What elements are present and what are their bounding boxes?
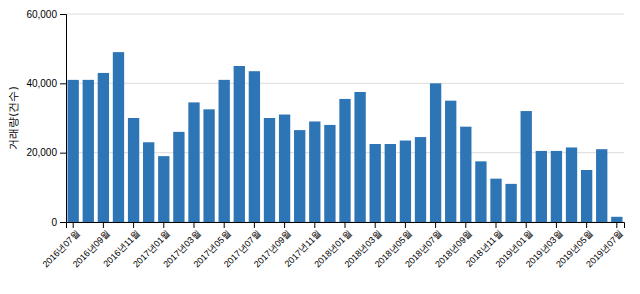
y-axis-line: [60, 15, 67, 223]
bar: [581, 170, 592, 222]
bar: [460, 127, 471, 222]
y-tick: 20,000: [26, 147, 66, 158]
y-tick: 0: [51, 217, 66, 228]
x-tick-label: 2019년07월: [584, 228, 625, 269]
chart-svg: 2016년07월2016년09월2016년11월2017년01월2017년03월…: [0, 0, 640, 294]
x-tick-mark: [284, 222, 285, 228]
y-tick: 60,000: [26, 9, 66, 20]
bar: [158, 156, 169, 222]
bar: [490, 179, 501, 222]
bar: [264, 118, 275, 222]
bar: [521, 111, 532, 222]
x-tick-mark: [103, 222, 104, 228]
x-tick-mark: [556, 222, 557, 228]
bar: [430, 83, 441, 222]
bar: [370, 144, 381, 222]
x-tick-mark: [616, 222, 617, 228]
bar: [415, 137, 426, 222]
bar: [611, 217, 622, 222]
y-tick-label: 40,000: [26, 78, 57, 89]
x-tick-mark: [405, 222, 406, 228]
x-tick-mark: [465, 222, 466, 228]
y-tick-label: 0: [51, 217, 57, 228]
bar: [551, 151, 562, 222]
bar: [339, 99, 350, 222]
x-tick: 2019년07월: [584, 222, 625, 269]
bar: [173, 132, 184, 222]
bar: [596, 149, 607, 222]
bar: [203, 109, 214, 222]
bar: [309, 121, 320, 222]
grid-line: [66, 83, 624, 84]
bar: [83, 80, 94, 222]
bar: [68, 80, 79, 222]
x-tick-mark: [163, 222, 164, 228]
y-tick-mark: [60, 222, 66, 223]
bar: [566, 147, 577, 222]
bar: [143, 142, 154, 222]
bar: [536, 151, 547, 222]
bar: [505, 184, 516, 222]
x-tick-mark: [314, 222, 315, 228]
bar: [188, 102, 199, 222]
plot-area: 2016년07월2016년09월2016년11월2017년01월2017년03월…: [26, 9, 625, 270]
grid-line: [66, 14, 624, 15]
bar: [354, 92, 365, 222]
bar: [249, 71, 260, 222]
bar: [128, 118, 139, 222]
x-axis-line: [67, 223, 625, 229]
bar: [294, 130, 305, 222]
y-axis: 0 20,000 40,000 60,000: [26, 9, 66, 228]
bar: [279, 115, 290, 222]
y-axis-title: 거래량(건수): [7, 86, 20, 150]
x-tick-mark: [193, 222, 194, 228]
x-tick-mark: [254, 222, 255, 228]
y-tick-label: 60,000: [26, 9, 57, 20]
bar: [445, 101, 456, 222]
x-axis: 2016년07월2016년09월2016년11월2017년01월2017년03월…: [41, 222, 626, 269]
bar: [98, 73, 109, 222]
x-tick-mark: [73, 222, 74, 228]
y-tick-mark: [60, 153, 66, 154]
x-tick-mark: [496, 222, 497, 228]
bar: [234, 66, 245, 222]
x-tick-mark: [375, 222, 376, 228]
bar: [219, 80, 230, 222]
chart-container: 2016년07월2016년09월2016년11월2017년01월2017년03월…: [0, 0, 640, 294]
y-tick-label: 20,000: [26, 147, 57, 158]
x-tick-mark: [133, 222, 134, 228]
y-tick-mark: [60, 83, 66, 84]
bar: [400, 141, 411, 222]
x-tick-mark: [586, 222, 587, 228]
bar: [324, 125, 335, 222]
x-tick-mark: [526, 222, 527, 228]
bar: [475, 161, 486, 222]
y-tick-mark: [60, 14, 66, 15]
y-tick: 40,000: [26, 78, 66, 89]
x-tick-mark: [435, 222, 436, 228]
x-tick-mark: [224, 222, 225, 228]
grid: [66, 14, 624, 222]
bar: [385, 144, 396, 222]
x-tick-mark: [345, 222, 346, 228]
bar: [113, 52, 124, 222]
bars: [68, 52, 623, 222]
